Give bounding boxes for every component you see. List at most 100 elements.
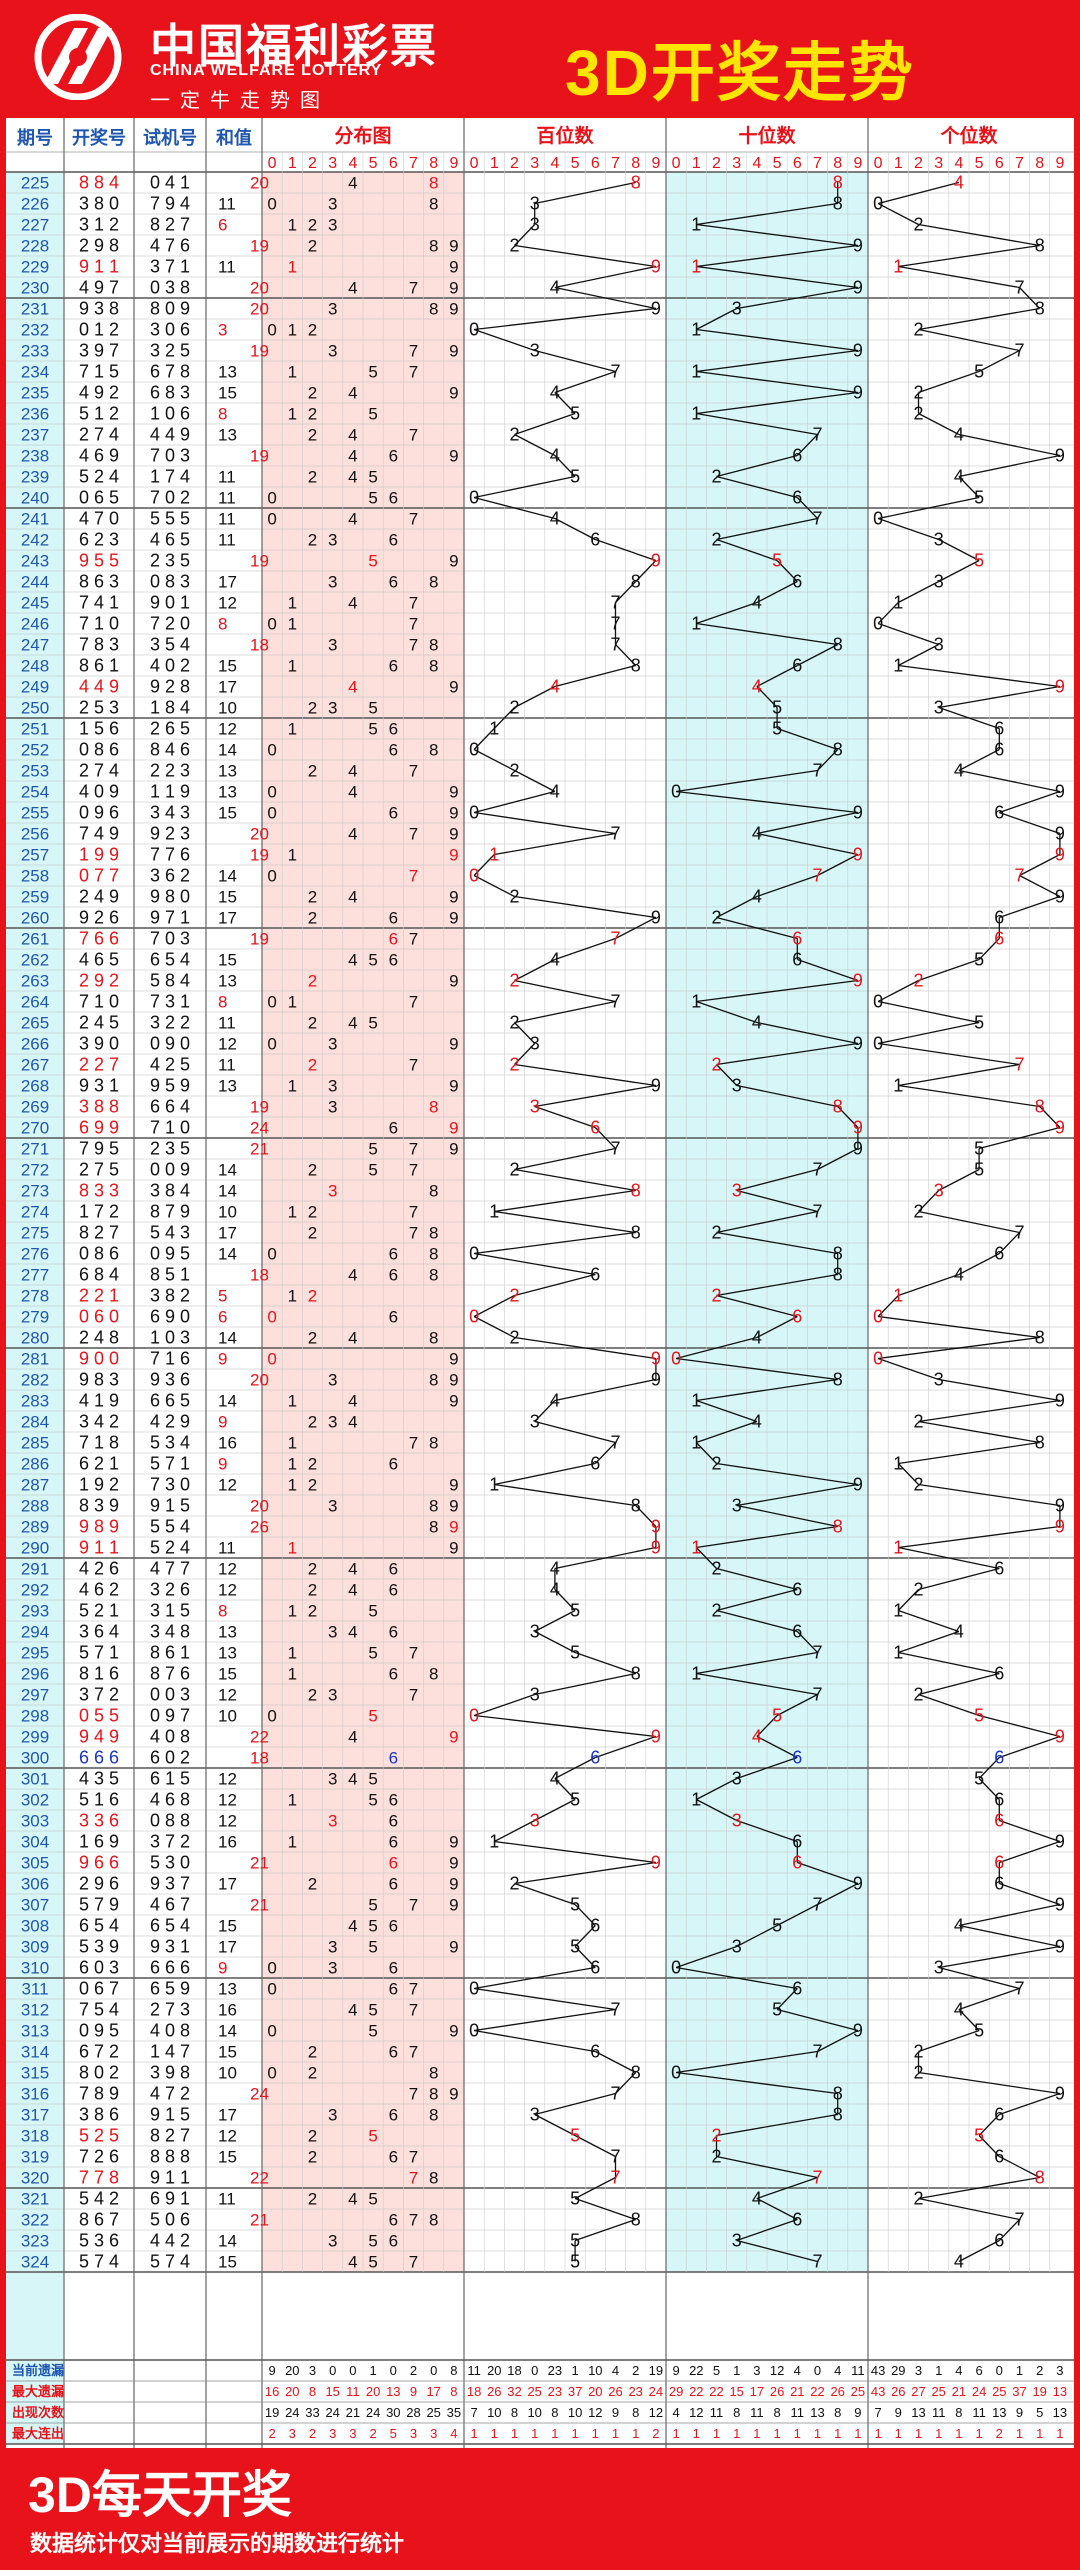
trend-digit-mark: 6 [994,1559,1004,1579]
trend-digit-mark: 8 [631,2210,641,2230]
draw-number-cell: 6 9 9 [79,1118,119,1138]
draw-number-cell: 1 7 2 [79,1202,119,1222]
trend-digit-mark: 9 [853,341,863,361]
period-cell: 286 [21,1455,49,1474]
sum-cell: 15 [218,951,237,970]
distribution-mark: 3 [328,1686,337,1705]
trend-line [473,1294,515,1318]
board-bg [6,118,1074,2448]
stats-value: 8 [632,2405,639,2420]
trend-digit-mark: 9 [1055,824,1065,844]
header-digit: 6 [591,155,600,172]
trend-line [918,307,1040,331]
distribution-mark: 2 [308,1686,317,1705]
trend-digit-mark: 1 [893,1286,903,1306]
header-digit: 7 [409,155,418,172]
trend-line [999,1819,1061,1843]
distribution-mark: 3 [328,1959,337,1978]
stats-value: 12 [689,2405,703,2420]
draw-number-cell: 4 2 6 [79,1559,119,1579]
distribution-mark: 7 [409,2253,418,2272]
trend-digit-mark: 0 [671,782,681,802]
trend-digit-mark: 4 [550,1391,560,1411]
draw-number-cell: 6 8 4 [79,1265,119,1285]
period-cell: 261 [21,930,49,949]
trend-line [474,1231,636,1255]
distribution-mark: 0 [267,615,276,634]
trend-line [696,1525,838,1549]
trend-line [898,1441,1040,1465]
sum-cell: 19 [250,1098,269,1117]
trend-digit-mark: 0 [671,2063,681,2083]
trend-digit-mark: 9 [853,278,863,298]
distribution-mark: 4 [348,1413,357,1432]
trend-digit-mark: 2 [913,2189,923,2209]
test-number-cell: 4 0 8 [150,1727,190,1747]
distribution-mark: 9 [449,1476,458,1495]
trend-digit-mark: 6 [792,488,802,508]
test-number-cell: 9 0 1 [150,593,190,613]
trend-line [898,664,1060,688]
trend-digit-mark: 8 [833,194,843,214]
distribution-mark: 2 [308,762,317,781]
test-number-cell: 9 1 5 [150,1496,190,1516]
distribution-mark: 8 [429,2211,438,2230]
stats-value: 23 [548,2363,562,2378]
test-number-cell: 1 8 4 [150,698,190,718]
trend-line [918,1567,1000,1591]
trend-digit-mark: 1 [691,1391,701,1411]
distribution-mark: 1 [288,993,297,1012]
stats-value: 35 [447,2405,461,2420]
sum-cell: 16 [218,1833,237,1852]
trend-line [918,1693,980,1717]
trend-line [534,1084,657,1108]
draw-number-cell: 2 4 8 [79,1328,119,1348]
test-number-cell: 3 6 2 [150,866,190,886]
distribution-mark: 5 [368,720,377,739]
trend-digit-mark: 9 [1055,1496,1065,1516]
stats-value: 21 [952,2384,966,2399]
distribution-mark: 0 [267,489,276,508]
distribution-mark: 4 [348,384,357,403]
sum-cell: 9 [218,1350,227,1369]
stats-value: 1 [915,2426,922,2441]
distribution-mark: 3 [328,1812,337,1831]
trend-digit-mark: 8 [833,1244,843,1264]
header-group-title: 百位数 [536,124,594,147]
trend-line [474,2008,616,2032]
trend-digit-mark: 8 [1035,1328,1045,1348]
period-cell: 291 [21,1560,49,1579]
trend-digit-mark: 5 [570,1601,580,1621]
trend-line [756,1021,859,1045]
stats-value: 8 [955,2405,962,2420]
sum-cell: 13 [218,1623,237,1642]
trend-digit-mark: 2 [913,404,923,424]
trend-line [756,1315,798,1339]
trend-digit-mark: 6 [792,1832,802,1852]
sum-cell: 26 [250,1518,269,1537]
trend-digit-mark: 1 [691,1790,701,1810]
trend-digit-mark: 5 [570,2231,580,2251]
trend-digit-mark: 3 [732,1811,742,1831]
distribution-mark: 2 [308,1476,317,1495]
stats-value: 1 [571,2363,578,2378]
distribution-mark: 8 [429,1224,438,1243]
stats-value: 2 [632,2363,639,2378]
distribution-mark: 1 [288,1392,297,1411]
trend-line [676,2050,818,2074]
trend-digit-mark: 2 [509,236,519,256]
trend-digit-mark: 6 [994,2147,1004,2167]
draw-number-cell: 0 5 5 [79,1706,119,1726]
logo-chinese-name: 中国福利彩票 [150,20,438,72]
trend-digit-mark: 9 [1055,845,1065,865]
test-number-cell: 0 9 5 [150,1244,190,1264]
trend-line [898,643,939,667]
distribution-mark: 4 [348,762,357,781]
distribution-mark: 2 [308,1224,317,1243]
stats-value: 43 [871,2384,885,2399]
trend-line [958,1987,1020,2011]
trend-digit-mark: 3 [530,1097,540,1117]
trend-line [716,2155,818,2179]
stats-value: 21 [346,2405,360,2420]
trend-line [534,1672,636,1696]
